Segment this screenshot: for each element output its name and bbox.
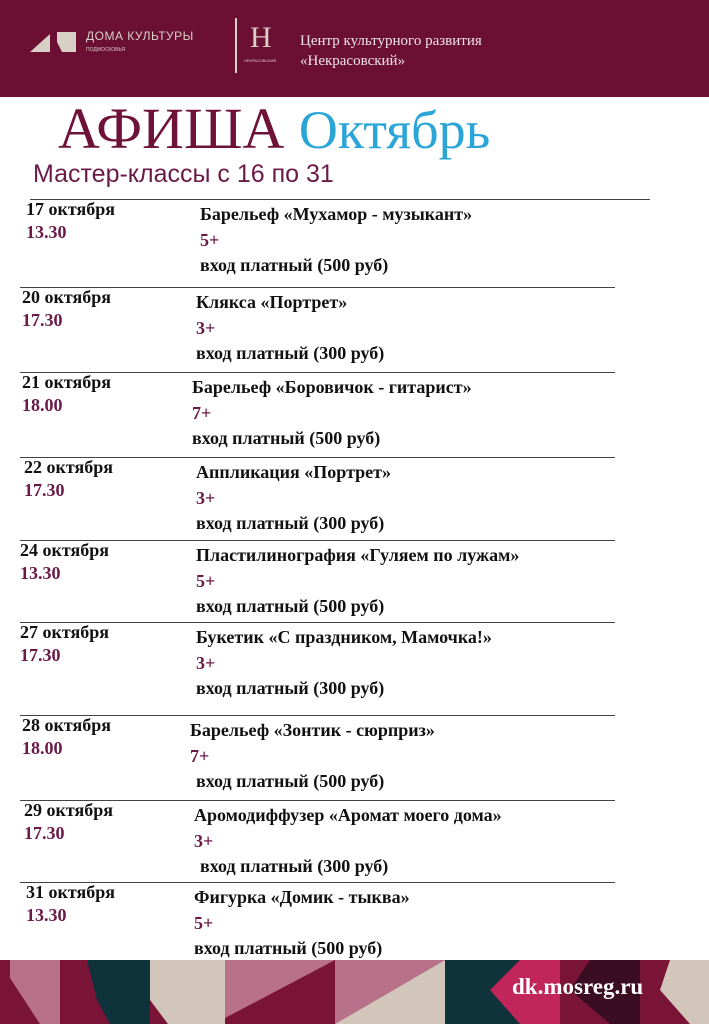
separator-line: [20, 457, 615, 458]
nekrasovsky-emblem-icon: Н: [250, 21, 272, 54]
separator-line: [20, 622, 615, 623]
logo-text: ДОМА КУЛЬТУРЫ: [86, 29, 194, 43]
event-price: вход платный (500 руб): [196, 596, 385, 616]
event-date: 28 октября: [22, 715, 111, 735]
event-date: 27 октября: [20, 622, 109, 642]
event-date: 31 октября: [26, 882, 115, 902]
age-rating: 5+: [196, 571, 216, 591]
event-title: Барельеф «Зонтик - сюрприз»: [190, 720, 435, 740]
event-row: 21 октября 18.00 Барельеф «Боровичок - гит…: [0, 372, 709, 458]
title-afisha: АФИША: [58, 96, 285, 161]
event-date: 29 октября: [24, 800, 113, 820]
event-title: Букетик «С праздником, Мамочка!»: [196, 627, 492, 647]
org-line-1: Центр культурного развития: [300, 33, 482, 49]
event-row: 20 октября 17.30 Клякса «Портрет» 3+ вход пл…: [0, 287, 709, 373]
org-line-2: «Некрасовский»: [300, 53, 406, 69]
event-price: вход платный (500 руб): [192, 428, 381, 448]
event-price: вход платный (500 руб): [196, 771, 385, 791]
website-link[interactable]: dk.mosreg.ru: [512, 974, 644, 999]
event-row: 27 октября 17.30 Букетик «С праздником, Ма…: [0, 622, 709, 708]
doma-kultury-logo-icon: [30, 32, 76, 52]
event-time: 17.30: [22, 310, 63, 330]
event-title: Аппликация «Портрет»: [196, 462, 391, 482]
event-title: Пластилинография «Гуляем по лужам»: [196, 545, 520, 565]
event-title: Клякса «Портрет»: [196, 292, 348, 312]
event-title: Барельеф «Боровичок - гитарист»: [192, 377, 472, 397]
event-time: 13.30: [26, 905, 67, 925]
age-rating: 3+: [196, 318, 216, 338]
age-rating: 7+: [192, 403, 212, 423]
age-rating: 5+: [194, 913, 214, 933]
event-time: 17.30: [20, 645, 61, 665]
logo-subtext: ПОДМОСКОВЬЯ: [86, 47, 126, 53]
event-row: 24 октября 13.30 Пластилинография «Гуляем …: [0, 540, 709, 626]
event-row: 29 октября 17.30 Аромодиффузер «Аромат мое…: [0, 800, 709, 886]
event-price: вход платный (500 руб): [200, 255, 389, 275]
event-date: 20 октября: [22, 287, 111, 307]
event-time: 18.00: [22, 395, 63, 415]
separator-line: [20, 882, 615, 883]
age-rating: 3+: [194, 831, 214, 851]
event-date: 22 октября: [24, 457, 113, 477]
event-price: вход платный (500 руб): [194, 938, 383, 958]
separator-line: [20, 800, 615, 801]
age-rating: 7+: [190, 746, 210, 766]
age-rating: 5+: [200, 230, 220, 250]
event-time: 13.30: [20, 563, 61, 583]
event-price: вход платный (300 руб): [196, 678, 385, 698]
event-row: 28 октября 18.00 Барельеф «Зонтик - сюрпри…: [0, 715, 709, 801]
subtitle: Мастер-классы с 16 по 31: [33, 160, 334, 188]
event-time: 18.00: [22, 738, 63, 758]
event-price: вход платный (300 руб): [196, 343, 385, 363]
event-title: Барельеф «Мухамор - музыкант»: [200, 204, 473, 224]
event-price: вход платный (300 руб): [196, 513, 385, 533]
page-title: АФИША Октябрь: [58, 100, 491, 160]
separator-line: [30, 199, 650, 200]
event-row: 22 октября 17.30 Аппликация «Портрет» 3+ вхо…: [0, 457, 709, 543]
event-date: 17 октября: [26, 199, 115, 219]
event-time: 17.30: [24, 823, 65, 843]
event-row: 31 октября 13.30 Фигурка «Домик - тыква» 5+…: [0, 882, 709, 968]
event-row: 17 октября 13.30 Барельеф «Мухамор - музык…: [0, 199, 709, 285]
footer-pattern: [0, 960, 709, 1024]
separator-line: [20, 372, 615, 373]
organization-name: Центр культурного развития «Некрасовский…: [300, 31, 482, 71]
header-banner: ДОМА КУЛЬТУРЫ ПОДМОСКОВЬЯ Н НЕКРАСОВСКИЙ…: [0, 0, 709, 97]
separator-line: [20, 540, 615, 541]
emblem-text: НЕКРАСОВСКИЙ: [244, 58, 277, 63]
title-month: Октябрь: [298, 100, 491, 160]
event-time: 13.30: [26, 222, 67, 242]
event-title: Фигурка «Домик - тыква»: [194, 887, 410, 907]
age-rating: 3+: [196, 488, 216, 508]
separator-line: [20, 287, 615, 288]
event-date: 24 октября: [20, 540, 109, 560]
event-price: вход платный (300 руб): [200, 856, 389, 876]
separator-line: [20, 715, 615, 716]
header-divider: [235, 18, 237, 73]
event-time: 17.30: [24, 480, 65, 500]
age-rating: 3+: [196, 653, 216, 673]
event-title: Аромодиффузер «Аромат моего дома»: [194, 805, 502, 825]
event-date: 21 октября: [22, 372, 111, 392]
